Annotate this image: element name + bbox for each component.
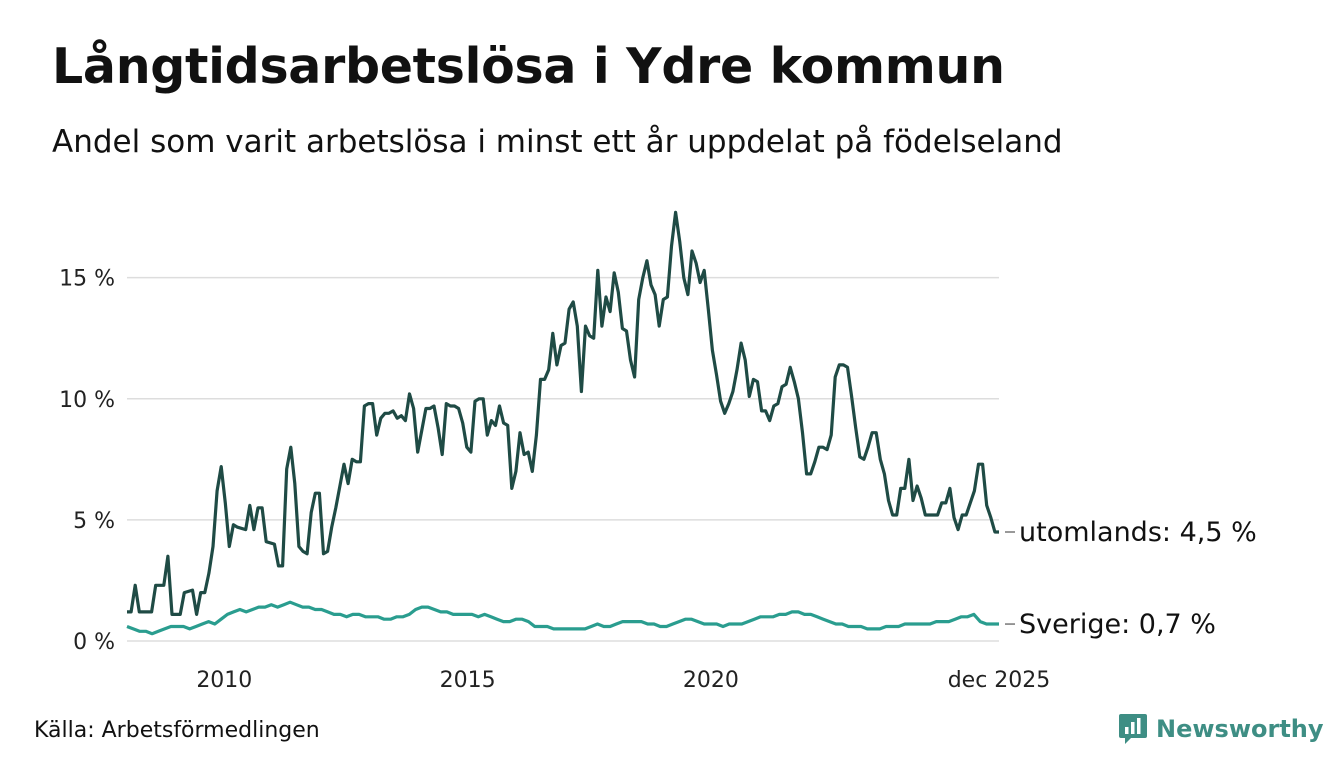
end-label-utomlands: utomlands: 4,5 % [1019,517,1257,548]
series-line-sverige [126,600,999,636]
x-tick-label: 2015 [440,668,496,693]
end-label-sverige: Sverige: 0,7 % [1019,609,1216,640]
y-tick-label: 0 % [73,630,115,655]
y-tick-label: 5 % [73,509,115,534]
chart-title: Långtidsarbetslösa i Ydre kommun [52,38,1005,95]
chart-subtitle: Andel som varit arbetslösa i minst ett å… [52,124,1063,160]
y-tick-label: 10 % [59,388,115,413]
series-line-utomlands [127,210,999,616]
x-tick-label: 2020 [683,668,739,693]
x-tick-label: 2010 [196,668,252,693]
newsworthy-logo-icon [1119,714,1147,744]
source-note: Källa: Arbetsförmedlingen [34,718,320,743]
x-tick-label: dec 2025 [948,668,1051,693]
brand-logo: Newsworthy [1118,712,1324,746]
brand-name: Newsworthy [1156,715,1324,743]
y-tick-label: 15 % [59,267,115,292]
